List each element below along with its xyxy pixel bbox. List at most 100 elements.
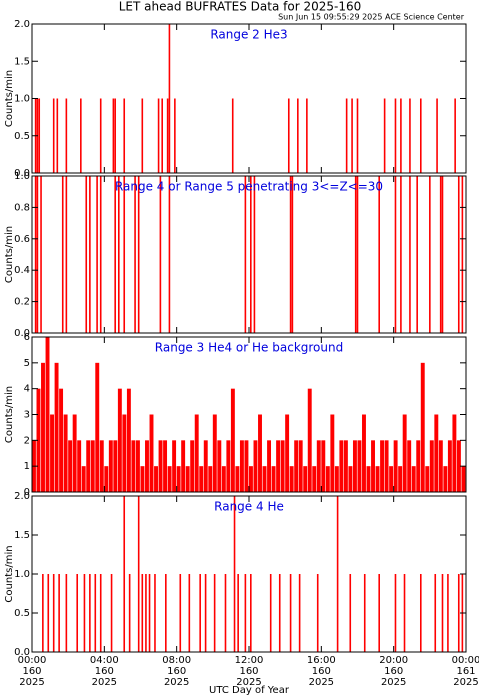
y-tick-label: 1.0 <box>14 94 30 105</box>
bar <box>402 414 407 492</box>
spike <box>123 98 126 173</box>
y-tick-label: 2 <box>24 435 30 446</box>
spike <box>363 574 366 652</box>
bar <box>456 440 461 492</box>
bar <box>81 466 86 492</box>
bar <box>117 388 122 492</box>
bar <box>172 440 177 492</box>
spike <box>461 176 464 333</box>
spike <box>419 98 422 173</box>
spike <box>250 574 252 652</box>
y-tick-label: 1.5 <box>14 530 30 541</box>
spike <box>166 98 169 173</box>
spike <box>65 176 68 333</box>
spike <box>137 496 140 652</box>
spike <box>137 176 140 333</box>
bar <box>86 440 91 492</box>
spike <box>441 176 444 333</box>
bar <box>461 466 466 492</box>
spike <box>85 176 88 333</box>
bar <box>398 466 403 492</box>
panel-title: Range 3 He4 or He background <box>155 341 343 355</box>
bar <box>104 466 109 492</box>
bar <box>325 466 330 492</box>
bar <box>181 440 186 492</box>
y-tick-label: 0.2 <box>14 297 30 308</box>
bar <box>267 440 272 492</box>
y-axis-label: Counts/min <box>4 70 15 127</box>
bar <box>154 466 158 492</box>
bar <box>90 440 95 492</box>
spike <box>403 574 406 652</box>
spike <box>148 574 151 652</box>
bar <box>212 414 217 492</box>
bar <box>99 440 104 492</box>
spike <box>429 176 431 333</box>
y-tick-label: 0.0 <box>14 168 30 179</box>
x-tick-year: 2025 <box>236 677 261 688</box>
bar <box>203 440 208 492</box>
bar <box>352 440 357 492</box>
spike <box>159 176 162 333</box>
bar <box>294 440 299 492</box>
spike <box>58 574 60 652</box>
y-tick-label: 3 <box>24 410 30 421</box>
spike <box>231 98 234 173</box>
bar <box>208 466 213 492</box>
spike <box>128 574 131 652</box>
spike <box>154 574 156 652</box>
bar <box>258 414 262 492</box>
bar <box>54 362 59 492</box>
spike <box>233 496 236 652</box>
bar <box>262 466 267 492</box>
bar <box>425 466 430 492</box>
spike <box>457 574 460 652</box>
spike <box>112 98 115 173</box>
spike <box>61 176 64 333</box>
spike <box>394 98 397 173</box>
spike <box>289 574 292 652</box>
spike <box>354 176 357 333</box>
spike <box>145 574 147 652</box>
bar <box>253 440 258 492</box>
spike <box>123 496 126 652</box>
y-axis-label: Counts/min <box>4 386 15 443</box>
spike <box>204 574 207 652</box>
spike <box>356 98 359 173</box>
bar <box>230 388 235 492</box>
bar <box>280 440 285 492</box>
spike <box>250 176 252 333</box>
bar <box>384 440 389 492</box>
spike <box>447 574 449 652</box>
spike <box>134 176 136 333</box>
chart-subtitle: Sun Jun 15 09:55:29 2025 ACE Science Cen… <box>278 13 465 22</box>
bar <box>72 414 77 492</box>
spike <box>237 574 239 652</box>
spike <box>174 98 176 173</box>
bar <box>389 466 394 492</box>
x-tick-day: 160 <box>167 666 186 677</box>
spike <box>34 176 37 333</box>
y-tick-label: 0.0 <box>14 647 30 658</box>
panel-title: Range 2 He3 <box>210 28 287 42</box>
spike <box>168 176 171 333</box>
y-tick-label: 2.0 <box>14 491 30 502</box>
bar <box>330 414 335 492</box>
bar <box>199 466 204 492</box>
bar <box>221 466 226 492</box>
spike <box>400 98 402 173</box>
y-tick-label: 0.8 <box>14 202 30 213</box>
spike <box>65 98 68 173</box>
spike <box>157 98 160 173</box>
spike <box>409 98 411 173</box>
bar <box>298 440 303 492</box>
bar <box>375 466 380 492</box>
y-tick-label: 5 <box>24 358 30 369</box>
y-tick-label: 6 <box>24 332 30 343</box>
spike <box>52 574 55 652</box>
y-tick-label: 0.4 <box>14 265 30 276</box>
y-tick-label: 1.0 <box>14 569 30 580</box>
bar <box>239 440 244 492</box>
spike <box>253 176 256 333</box>
bar <box>131 440 136 492</box>
